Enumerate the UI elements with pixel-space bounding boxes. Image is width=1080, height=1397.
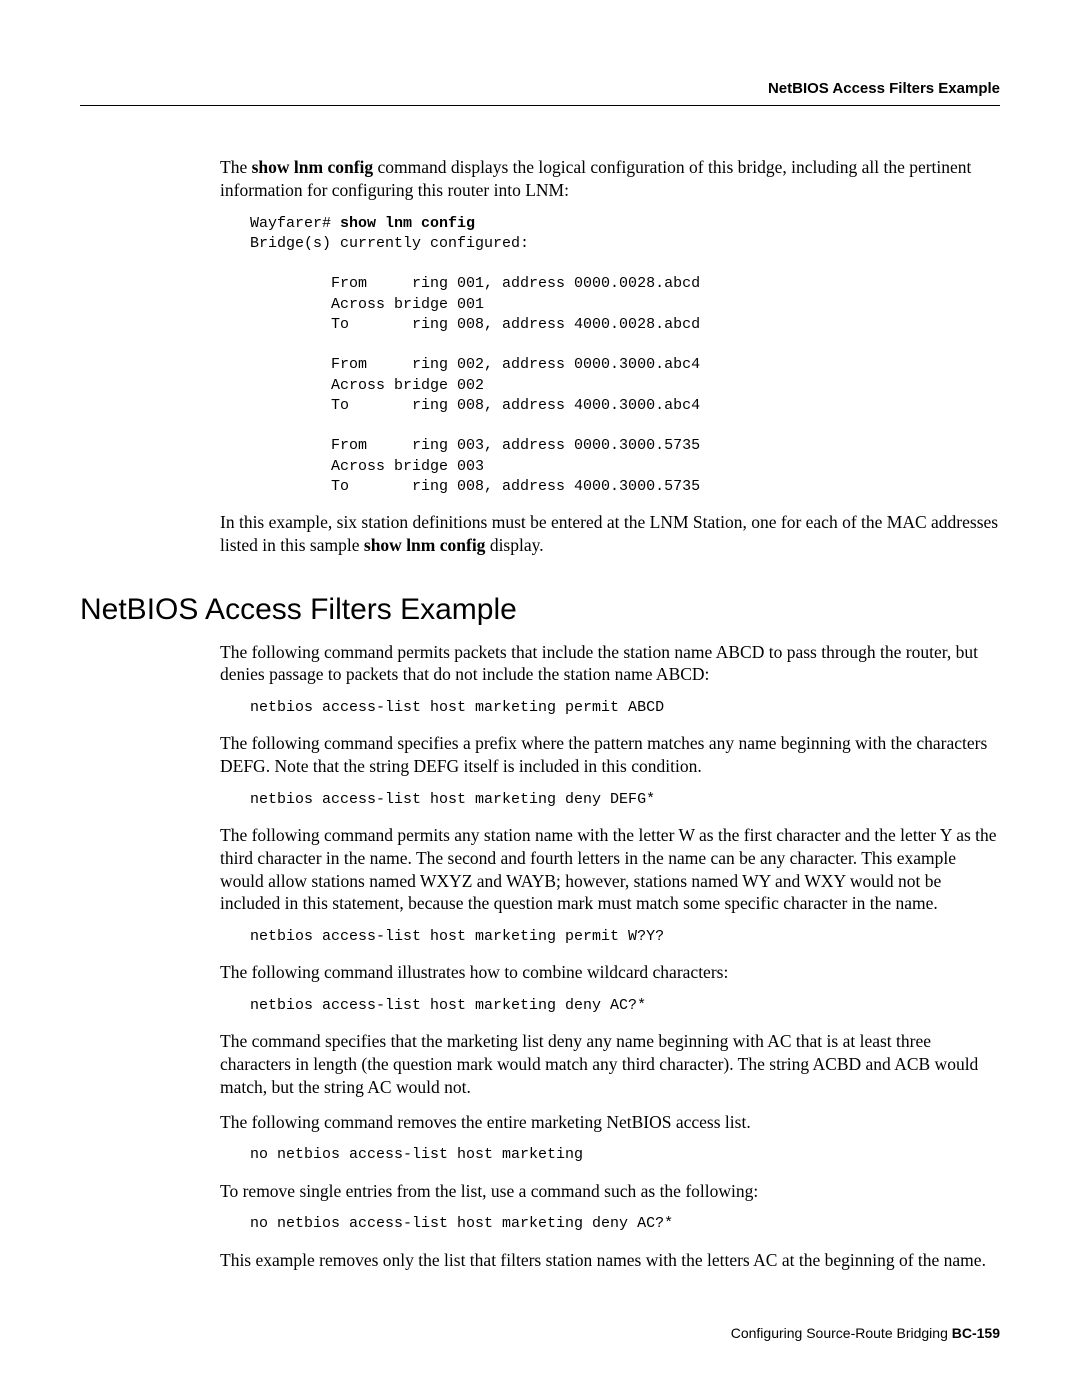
intro-paragraph: The show lnm config command displays the… (220, 156, 1000, 202)
s2-p3: The following command permits any statio… (220, 824, 1000, 915)
s2-p2: The following command specifies a prefix… (220, 732, 1000, 778)
after-code-paragraph: In this example, six station definitions… (220, 511, 1000, 557)
after-code-cmd: show lnm config (364, 535, 486, 555)
s2-c6: no netbios access-list host marketing de… (250, 1214, 1000, 1234)
code-prompt: Wayfarer# (250, 215, 340, 232)
s2-p7: To remove single entries from the list, … (220, 1180, 1000, 1203)
page-footer: Configuring Source-Route Bridging BC-159 (731, 1325, 1000, 1341)
s2-c5: no netbios access-list host marketing (250, 1145, 1000, 1165)
s2-p4: The following command illustrates how to… (220, 961, 1000, 984)
code-body: Bridge(s) currently configured: From rin… (250, 235, 700, 495)
code-cmd: show lnm config (340, 215, 475, 232)
code-block-1: Wayfarer# show lnm config Bridge(s) curr… (250, 214, 1000, 498)
footer-text: Configuring Source-Route Bridging (731, 1325, 952, 1341)
intro-text-a: The (220, 157, 252, 177)
intro-command: show lnm config (252, 157, 374, 177)
s2-c1: netbios access-list host marketing permi… (250, 698, 1000, 718)
s2-p8: This example removes only the list that … (220, 1249, 1000, 1272)
s2-p1: The following command permits packets th… (220, 641, 1000, 687)
s2-p5: The command specifies that the marketing… (220, 1030, 1000, 1098)
running-header: NetBIOS Access Filters Example (80, 80, 1000, 106)
s2-c3: netbios access-list host marketing permi… (250, 927, 1000, 947)
section-heading: NetBIOS Access Filters Example (80, 593, 1000, 627)
footer-page: BC-159 (952, 1325, 1000, 1341)
s2-c4: netbios access-list host marketing deny … (250, 996, 1000, 1016)
s2-c2: netbios access-list host marketing deny … (250, 790, 1000, 810)
s2-p6: The following command removes the entire… (220, 1111, 1000, 1134)
after-code-a: In this example, six station definitions… (220, 512, 998, 555)
after-code-b: display. (485, 535, 543, 555)
